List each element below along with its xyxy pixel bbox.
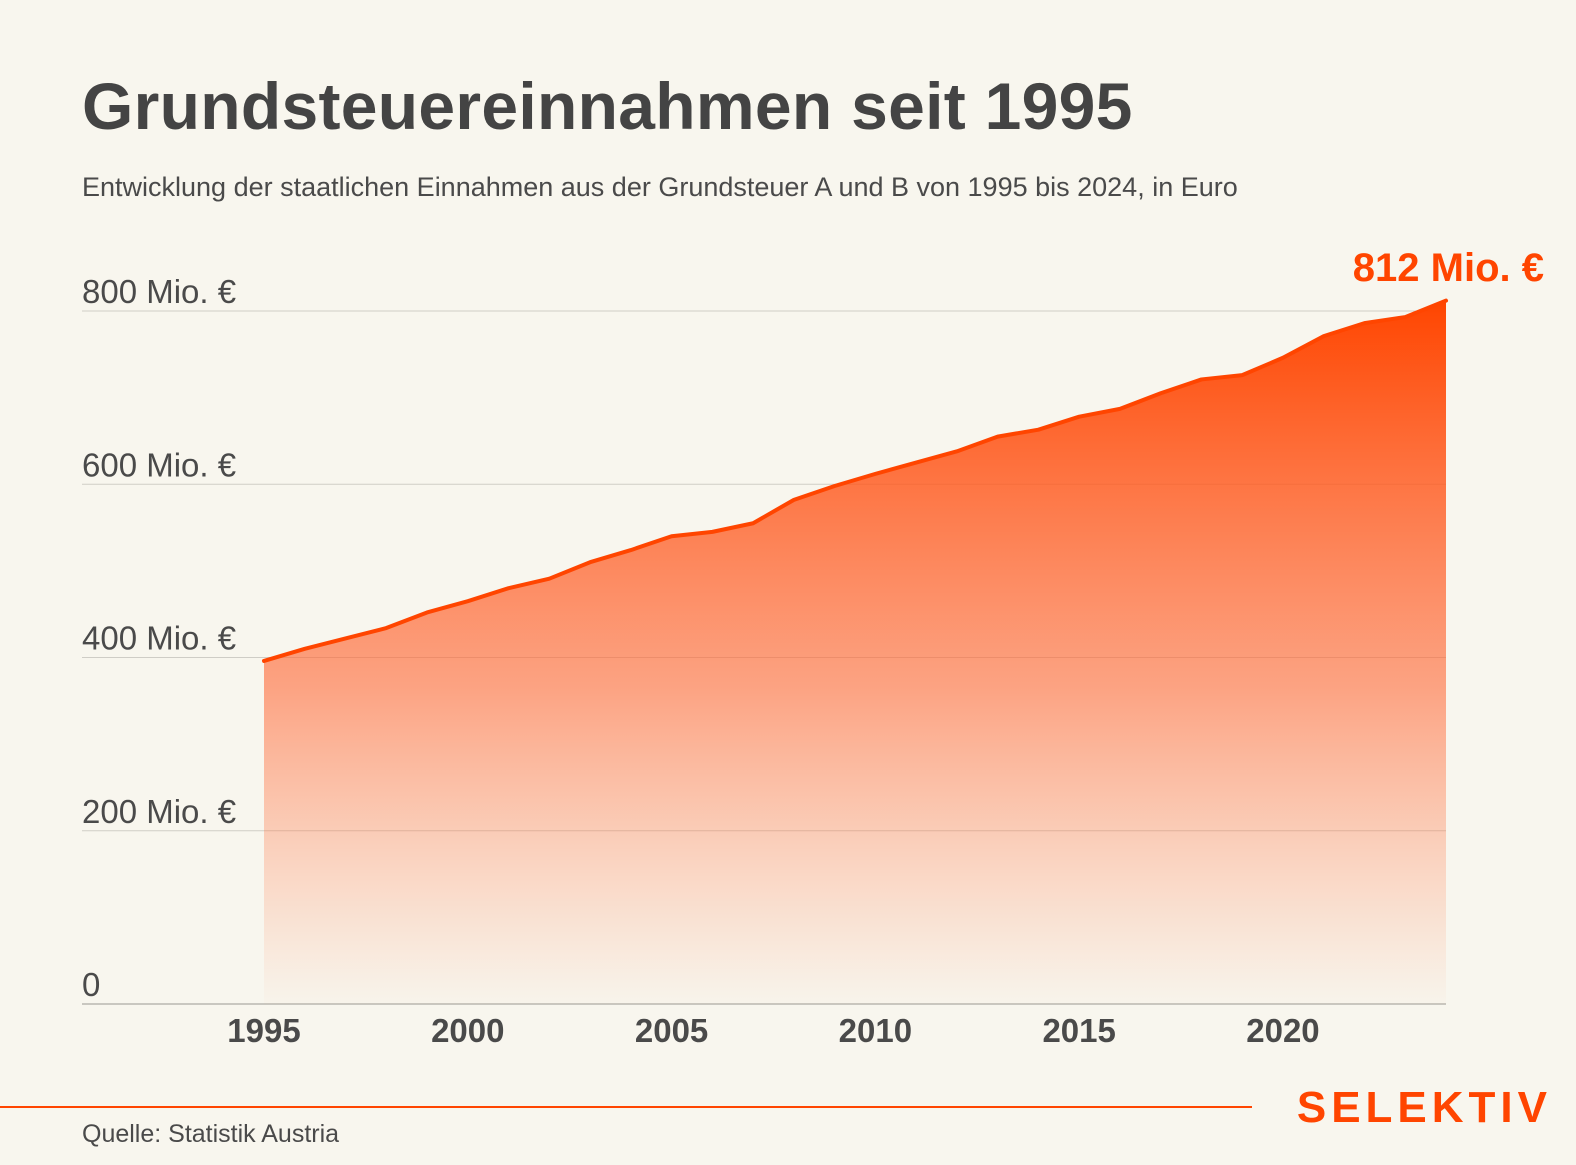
data-point-2017 (1159, 391, 1163, 395)
x-axis: 1995 2000 2005 2010 2015 2020 (227, 1012, 1319, 1049)
x-tick-label-2015: 2015 (1042, 1012, 1115, 1049)
x-tick-label-2000: 2000 (431, 1012, 504, 1049)
data-point-2014 (1036, 428, 1040, 432)
data-point-2008 (792, 498, 796, 502)
data-point-2019 (1240, 373, 1244, 377)
y-tick-label-400: 400 Mio. € (82, 620, 236, 657)
data-point-1995 (262, 659, 266, 663)
data-point-1996 (303, 647, 307, 651)
source-note: Quelle: Statistik Austria (82, 1120, 340, 1148)
area-layer (262, 298, 1448, 1005)
data-point-1999 (425, 610, 429, 614)
data-point-2015 (1077, 415, 1081, 419)
data-point-2002 (547, 577, 551, 581)
x-tick-label-2020: 2020 (1246, 1012, 1319, 1049)
data-point-2020 (1281, 356, 1285, 360)
data-point-1997 (344, 636, 348, 640)
data-point-2024 (1444, 299, 1448, 303)
footer-divider (0, 1106, 1252, 1108)
data-point-2018 (1199, 377, 1203, 381)
data-point-2010 (873, 472, 877, 476)
chart-title: Grundsteuereinnahmen seit 1995 (82, 69, 1133, 143)
data-point-2003 (588, 560, 592, 564)
last-value-callout: 812 Mio. € (1353, 246, 1544, 290)
data-point-2012 (955, 449, 959, 453)
series-line (262, 298, 1448, 663)
data-point-2004 (629, 548, 633, 552)
chart-subtitle: Entwicklung der staatlichen Einnahmen au… (82, 172, 1238, 202)
data-point-2022 (1362, 321, 1366, 325)
y-tick-label-800: 800 Mio. € (82, 273, 236, 310)
brand-logo: SELEKTIV (1296, 1083, 1552, 1132)
y-tick-label-200: 200 Mio. € (82, 793, 236, 830)
area-fill (264, 300, 1446, 1005)
data-point-2007 (751, 521, 755, 525)
y-axis: 0 200 Mio. € 400 Mio. € 600 Mio. € 800 Mio. … (82, 273, 236, 1003)
data-point-2013 (996, 435, 1000, 439)
data-point-2016 (1118, 407, 1122, 411)
data-point-2009 (833, 484, 837, 488)
x-tick-label-2005: 2005 (635, 1012, 708, 1049)
data-point-2000 (466, 599, 470, 603)
data-point-2021 (1322, 334, 1326, 338)
area-chart: 0 200 Mio. € 400 Mio. € 600 Mio. € 800 Mio. … (82, 246, 1544, 1049)
data-point-2001 (507, 586, 511, 590)
x-tick-label-1995: 1995 (227, 1012, 300, 1049)
data-point-2005 (670, 534, 674, 538)
data-point-2023 (1403, 315, 1407, 319)
y-tick-label-600: 600 Mio. € (82, 446, 236, 483)
x-tick-label-2010: 2010 (839, 1012, 912, 1049)
data-point-1998 (384, 626, 388, 630)
y-tick-label-0: 0 (82, 966, 100, 1003)
data-point-2011 (914, 461, 918, 465)
data-point-2006 (710, 530, 714, 534)
